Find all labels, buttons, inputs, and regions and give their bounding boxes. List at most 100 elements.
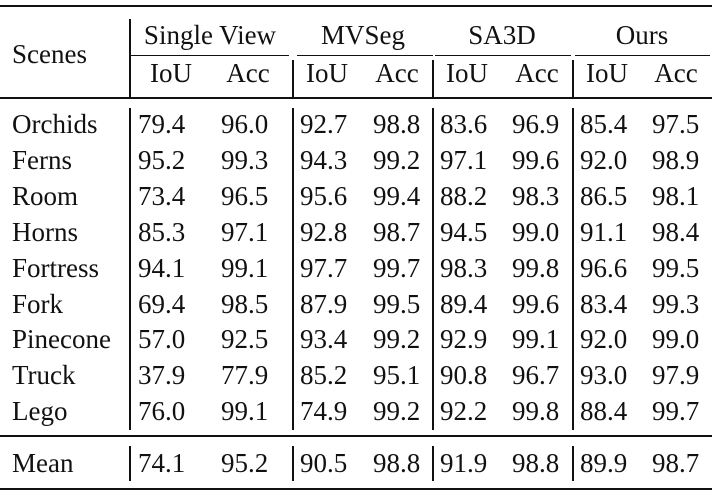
value-cell: 99.3: [221, 145, 269, 175]
mean-value-cell: 98.8: [512, 448, 560, 478]
value-cell: 92.0: [580, 324, 628, 354]
value-cell: 96.7: [512, 360, 560, 390]
subheader-acc-ours: Acc: [654, 58, 698, 88]
value-cell: 96.0: [221, 109, 269, 139]
scene-name: Room: [12, 181, 79, 211]
value-cell: 92.5: [221, 324, 269, 354]
scene-name: Ferns: [12, 145, 72, 175]
value-cell: 69.4: [138, 289, 186, 319]
value-cell: 97.1: [440, 145, 488, 175]
value-cell: 99.2: [373, 396, 421, 426]
scene-name: Fortress: [12, 253, 99, 283]
value-cell: 57.0: [138, 324, 186, 354]
value-cell: 99.6: [512, 145, 560, 175]
group-header-sa3d: SA3D: [468, 20, 536, 50]
value-cell: 73.4: [138, 181, 186, 211]
value-cell: 95.6: [300, 181, 348, 211]
value-cell: 97.1: [221, 217, 269, 247]
group-header-single-view: Single View: [143, 20, 277, 50]
value-cell: 83.4: [580, 289, 628, 319]
value-cell: 97.7: [300, 253, 348, 283]
mean-value-cell: 95.2: [221, 448, 269, 478]
group-header-ours: Ours: [615, 20, 669, 50]
value-cell: 94.1: [138, 253, 186, 283]
group-header-mvseg: MVSeg: [320, 20, 405, 50]
scene-name: Orchids: [12, 109, 98, 139]
value-cell: 96.6: [580, 253, 628, 283]
scenes-header: Scenes: [12, 39, 87, 69]
scene-name: Horns: [12, 217, 78, 247]
value-cell: 92.9: [440, 324, 488, 354]
vline-mvseg-sa3d-head: [432, 60, 434, 97]
value-cell: 99.7: [373, 253, 421, 283]
vline-sa3d-ours-head: [572, 60, 574, 97]
value-cell: 89.4: [440, 289, 488, 319]
subheader-acc-mvseg: Acc: [375, 58, 419, 88]
value-cell: 79.4: [138, 109, 186, 139]
mean-value-cell: 90.5: [300, 448, 348, 478]
top-rule: [0, 5, 712, 7]
value-cell: 99.5: [652, 253, 700, 283]
vline-single-mvseg-mean: [292, 446, 294, 481]
value-cell: 93.4: [300, 324, 348, 354]
value-cell: 94.5: [440, 217, 488, 247]
vline-single-mvseg-body: [292, 108, 294, 430]
value-cell: 88.2: [440, 181, 488, 211]
value-cell: 92.0: [580, 145, 628, 175]
scene-name: Truck: [12, 360, 76, 390]
value-cell: 98.4: [652, 217, 700, 247]
value-cell: 92.2: [440, 396, 488, 426]
group-underline-mvseg: [297, 55, 433, 56]
group-underline-sa3d: [435, 55, 571, 56]
value-cell: 95.1: [373, 360, 421, 390]
value-cell: 98.3: [512, 181, 560, 211]
value-cell: 93.0: [580, 360, 628, 390]
subheader-iou-single: IoU: [150, 58, 192, 88]
value-cell: 97.5: [652, 109, 700, 139]
value-cell: 96.5: [221, 181, 269, 211]
value-cell: 99.7: [652, 396, 700, 426]
group-underline-single-view: [130, 55, 289, 56]
value-cell: 91.1: [580, 217, 628, 247]
subheader-iou-mvseg: IoU: [306, 58, 348, 88]
value-cell: 97.9: [652, 360, 700, 390]
value-cell: 94.3: [300, 145, 348, 175]
mean-separator-rule: [0, 435, 712, 437]
value-cell: 99.6: [512, 289, 560, 319]
value-cell: 83.6: [440, 109, 488, 139]
value-cell: 99.5: [373, 289, 421, 319]
value-cell: 98.7: [373, 217, 421, 247]
value-cell: 98.3: [440, 253, 488, 283]
header-bottom-rule: [0, 97, 712, 99]
mean-value-cell: 98.7: [652, 448, 700, 478]
subheader-acc-single: Acc: [226, 58, 270, 88]
value-cell: 92.8: [300, 217, 348, 247]
value-cell: 37.9: [138, 360, 186, 390]
bottom-rule: [0, 488, 712, 490]
value-cell: 99.2: [373, 324, 421, 354]
vline-after-scenes-mean: [129, 446, 131, 481]
subheader-iou-ours: IoU: [586, 58, 628, 88]
value-cell: 99.4: [373, 181, 421, 211]
mean-value-cell: 98.8: [373, 448, 421, 478]
value-cell: 99.1: [512, 324, 560, 354]
value-cell: 92.7: [300, 109, 348, 139]
value-cell: 95.2: [138, 145, 186, 175]
value-cell: 86.5: [580, 181, 628, 211]
scene-name: Lego: [12, 396, 68, 426]
vline-single-mvseg-head: [292, 60, 294, 97]
value-cell: 99.8: [512, 253, 560, 283]
subheader-acc-sa3d: Acc: [515, 58, 559, 88]
vline-sa3d-ours-mean: [572, 446, 574, 481]
mean-value-cell: 91.9: [440, 448, 488, 478]
group-underline-ours: [575, 55, 710, 56]
value-cell: 99.0: [512, 217, 560, 247]
value-cell: 90.8: [440, 360, 488, 390]
value-cell: 98.8: [373, 109, 421, 139]
vline-after-scenes: [129, 19, 131, 97]
mean-value-cell: 74.1: [138, 448, 186, 478]
value-cell: 87.9: [300, 289, 348, 319]
subheader-iou-sa3d: IoU: [446, 58, 488, 88]
value-cell: 99.3: [652, 289, 700, 319]
vline-sa3d-ours-body: [572, 108, 574, 430]
